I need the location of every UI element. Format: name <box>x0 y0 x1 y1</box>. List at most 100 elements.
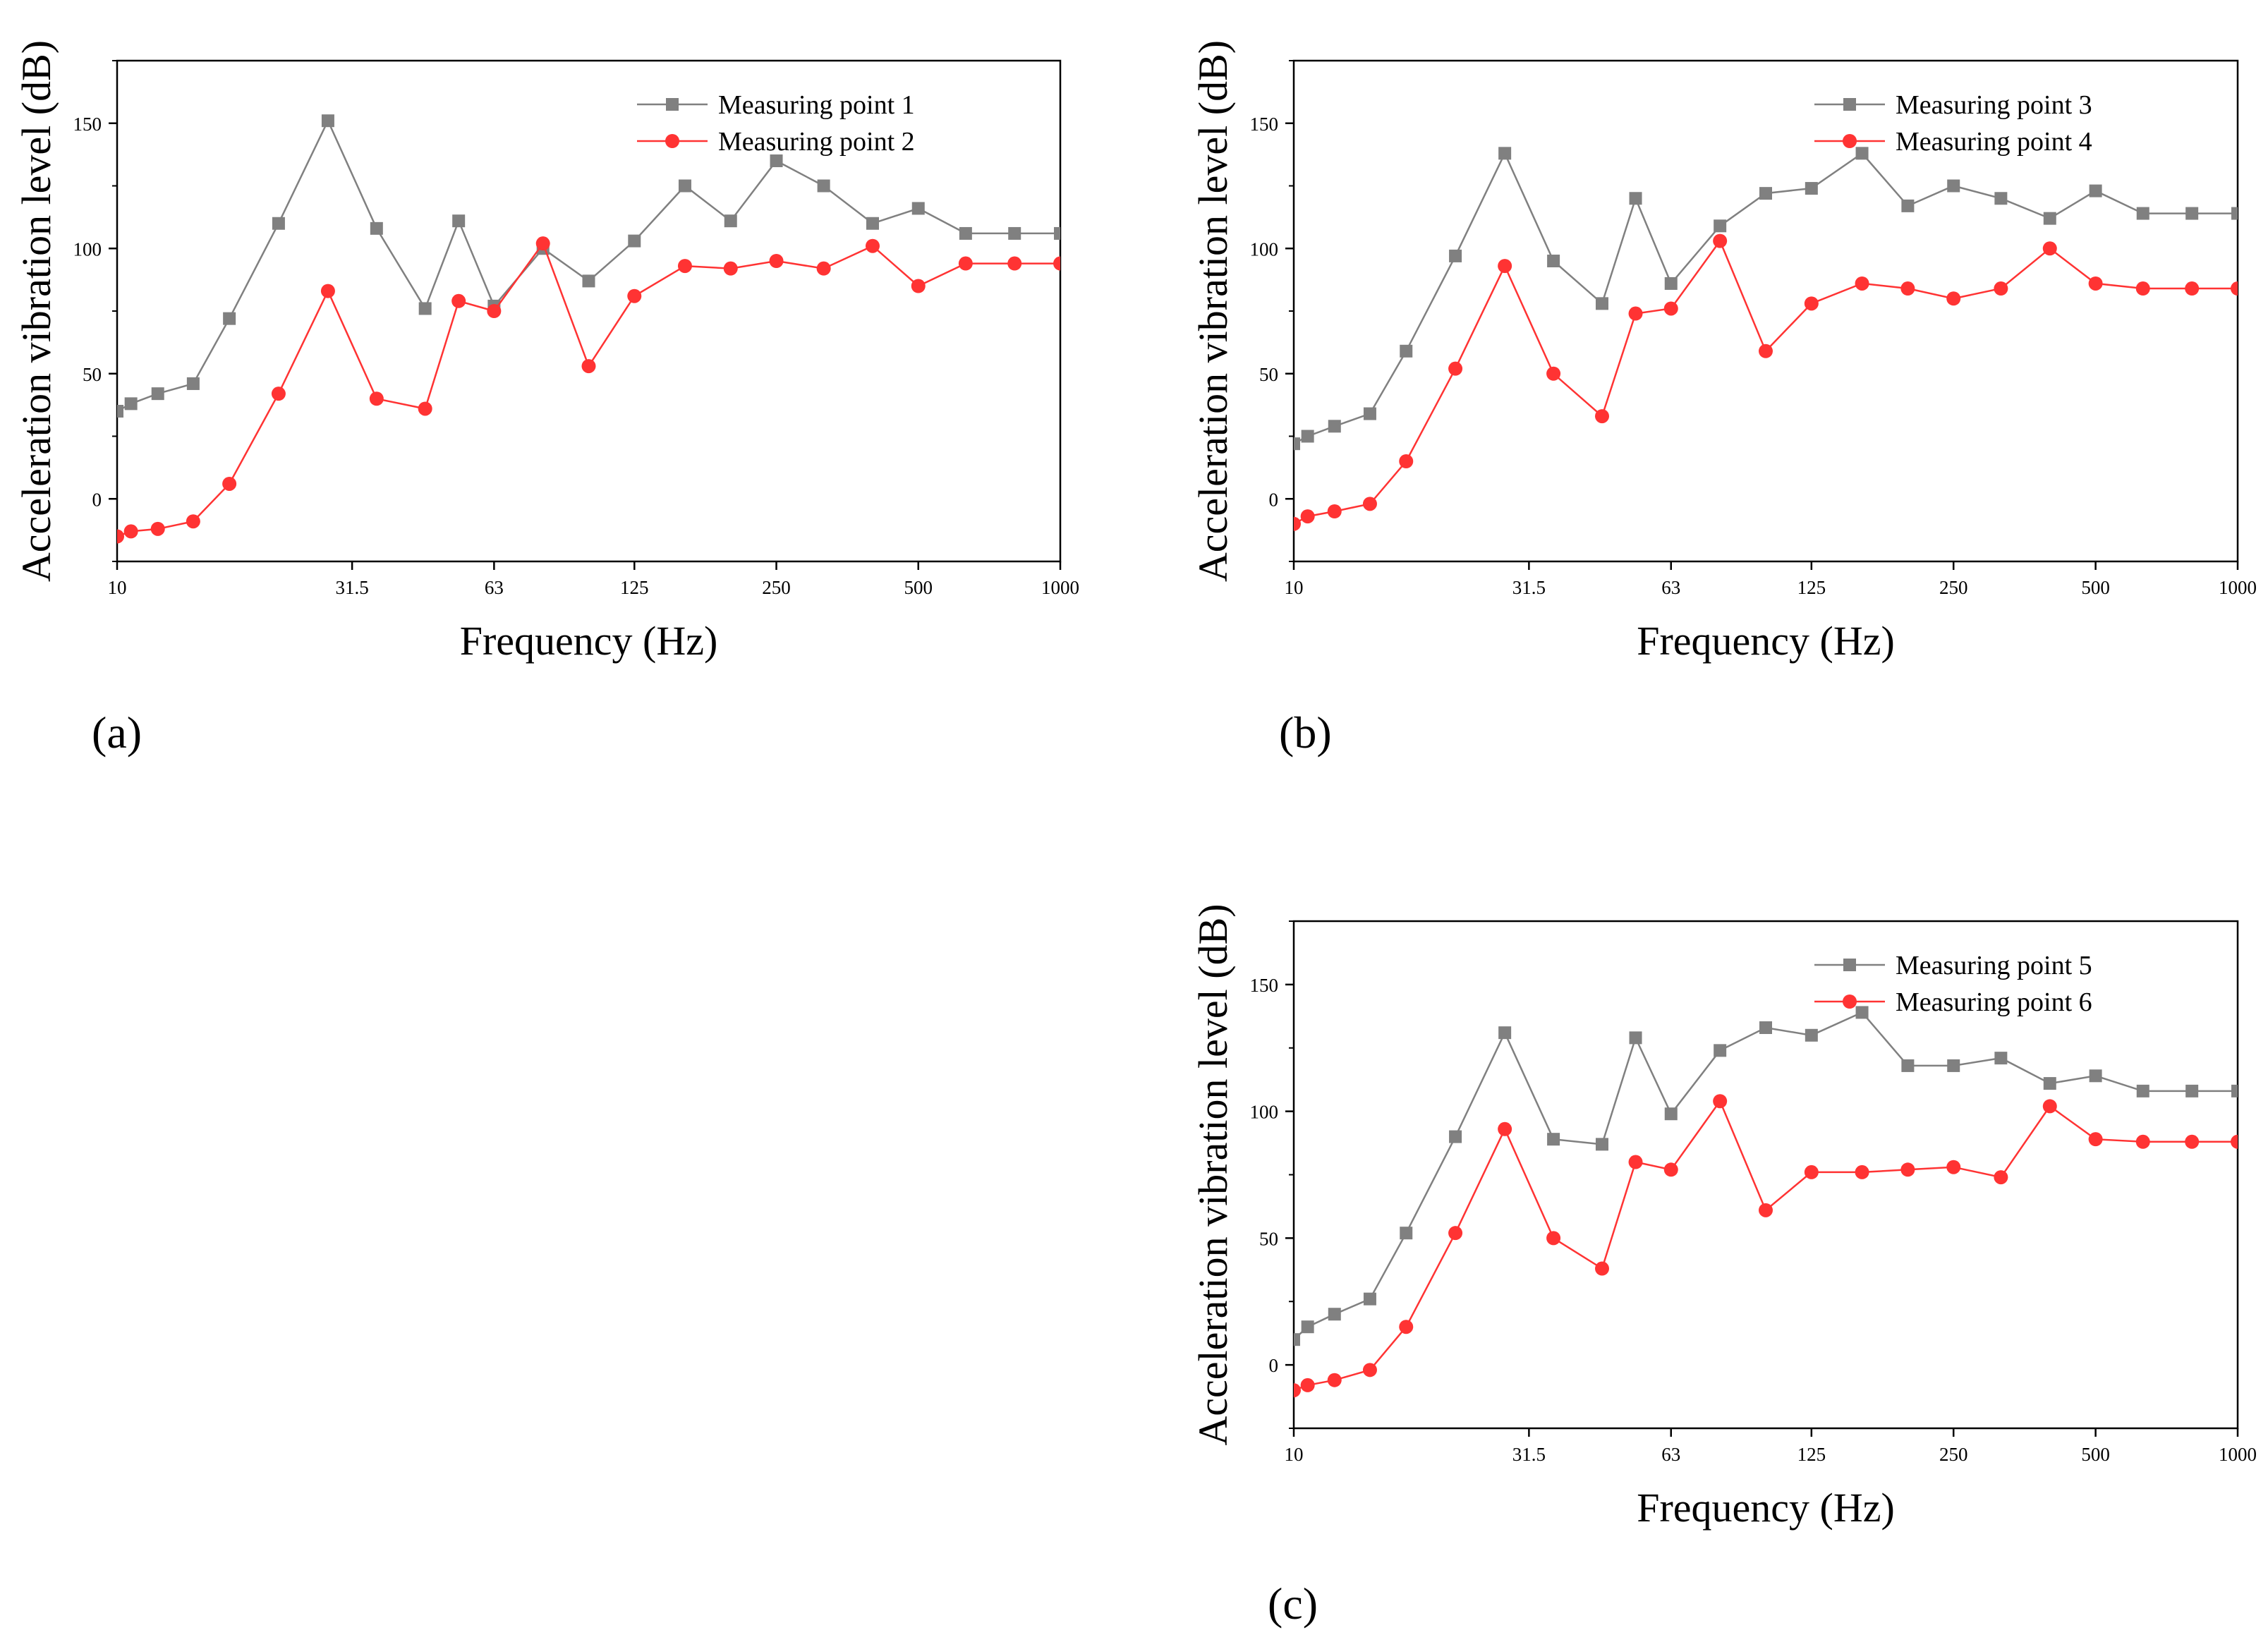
data-point-square <box>1947 1059 1960 1072</box>
data-point-square <box>2043 1077 2056 1090</box>
data-point-square <box>1805 182 1818 195</box>
legend-marker-circle <box>1843 995 1857 1009</box>
data-point-circle <box>1300 1378 1315 1392</box>
y-tick-label: 100 <box>1250 1102 1279 1123</box>
plot-frame <box>1292 59 2239 563</box>
data-point-circle <box>2088 276 2103 291</box>
x-tick-label: 500 <box>2081 577 2110 598</box>
data-point-circle <box>1327 1373 1342 1387</box>
data-point-square <box>1855 1006 1869 1019</box>
data-point-circle <box>1399 454 1414 468</box>
y-tick-label: 0 <box>92 489 102 510</box>
data-point-square <box>2231 1084 2238 1097</box>
data-point-circle <box>2231 281 2238 296</box>
data-point-square <box>2089 184 2102 197</box>
data-point-square <box>2136 1084 2149 1097</box>
data-point-square <box>124 397 138 410</box>
x-tick-label: 250 <box>1939 577 1968 598</box>
data-point-square <box>1498 147 1512 160</box>
data-point-circle <box>865 238 880 253</box>
data-point-circle <box>150 521 165 536</box>
y-axis-title: Acceleration vibration level (dB) <box>1190 904 1236 1445</box>
data-point-circle <box>2135 281 2150 296</box>
data-point-square <box>1595 1138 1608 1151</box>
data-point-circle <box>1804 296 1819 311</box>
data-point-circle <box>451 293 466 308</box>
data-point-square <box>1759 187 1772 200</box>
data-point-square <box>1855 147 1869 160</box>
data-point-square <box>1629 192 1642 205</box>
data-point-square <box>2089 1069 2102 1083</box>
data-point-square <box>272 217 285 230</box>
data-point-square <box>2185 1084 2199 1097</box>
plot-frame <box>116 59 1062 563</box>
data-point-square <box>1328 420 1341 433</box>
data-point-circle <box>123 524 138 539</box>
chart-panel-1: 0 50 100 150 10 31.5 63 125 250 500 1000 Frequency … <box>13 40 1079 664</box>
data-point-square <box>1947 179 1960 193</box>
data-point-circle <box>1546 366 1561 381</box>
data-point-square <box>817 179 830 193</box>
x-tick-label: 63 <box>1661 577 1680 598</box>
data-point-square <box>1301 430 1314 443</box>
data-point-circle <box>1399 1320 1414 1334</box>
x-tick-label: 250 <box>1939 1444 1968 1465</box>
data-point-circle <box>1448 361 1463 376</box>
x-tick-label: 10 <box>1285 577 1304 598</box>
data-point-square <box>866 217 879 230</box>
x-tick-label: 31.5 <box>335 577 368 598</box>
data-point-circle <box>186 514 200 529</box>
data-point-circle <box>1994 1170 2008 1185</box>
x-tick-label: 31.5 <box>1512 1444 1546 1465</box>
legend-entry: Measuring point 6 <box>1896 987 2092 1017</box>
y-axis-title: Acceleration vibration level (dB) <box>1190 40 1236 582</box>
data-point-circle <box>1362 497 1377 511</box>
panel-label: (a) <box>92 707 142 758</box>
legend-entry: Measuring point 5 <box>1896 951 2092 980</box>
legend-marker-square <box>1843 98 1856 111</box>
data-point-circle <box>369 391 384 406</box>
data-point-circle <box>1594 409 1609 424</box>
x-tick-label: 1000 <box>2219 577 2257 598</box>
data-point-circle <box>1498 259 1512 274</box>
data-point-square <box>2043 212 2056 225</box>
data-point-circle <box>1327 504 1342 518</box>
y-tick-label: 100 <box>1250 238 1279 260</box>
legend-marker-square <box>666 98 679 111</box>
x-tick-label: 500 <box>2081 1444 2110 1465</box>
data-point-circle <box>1713 1094 1728 1109</box>
data-point-square <box>1994 1052 2008 1065</box>
data-point-circle <box>769 254 784 268</box>
data-point-square <box>2136 207 2149 220</box>
x-tick-label: 125 <box>1797 1444 1826 1465</box>
data-point-circle <box>1759 1203 1773 1217</box>
x-axis-title: Frequency (Hz) <box>1637 1485 1895 1531</box>
data-point-square <box>1629 1031 1642 1045</box>
x-tick-label: 63 <box>1661 1444 1680 1465</box>
data-point-circle <box>1855 276 1869 291</box>
data-point-circle <box>1498 1121 1512 1136</box>
data-point-square <box>2231 207 2238 220</box>
data-point-circle <box>723 261 738 276</box>
chart-panel-3: 0 50 100 150 10 31.5 63 125 250 500 1000 Frequency … <box>1190 904 2257 1531</box>
data-point-circle <box>1294 1383 1301 1398</box>
series-line-1 <box>1294 1011 2238 1341</box>
data-point-circle <box>1804 1164 1819 1179</box>
y-tick-label: 50 <box>1259 1228 1278 1249</box>
data-point-square <box>223 312 236 325</box>
y-tick-label: 100 <box>73 238 102 260</box>
data-point-square <box>1294 437 1300 451</box>
data-point-square <box>151 387 164 401</box>
y-tick-label: 0 <box>1269 1355 1279 1376</box>
data-area <box>117 114 1060 544</box>
data-point-square <box>370 221 383 235</box>
data-point-circle <box>487 304 502 318</box>
data-point-circle <box>2042 1099 2057 1114</box>
legend-marker-circle <box>665 134 679 148</box>
data-point-circle <box>2135 1134 2150 1149</box>
y-tick-label: 150 <box>1250 114 1279 135</box>
y-axis-title: Acceleration vibration level (dB) <box>13 40 59 582</box>
data-point-circle <box>1448 1226 1463 1241</box>
data-point-square <box>1901 199 1915 212</box>
data-point-square <box>452 214 466 228</box>
